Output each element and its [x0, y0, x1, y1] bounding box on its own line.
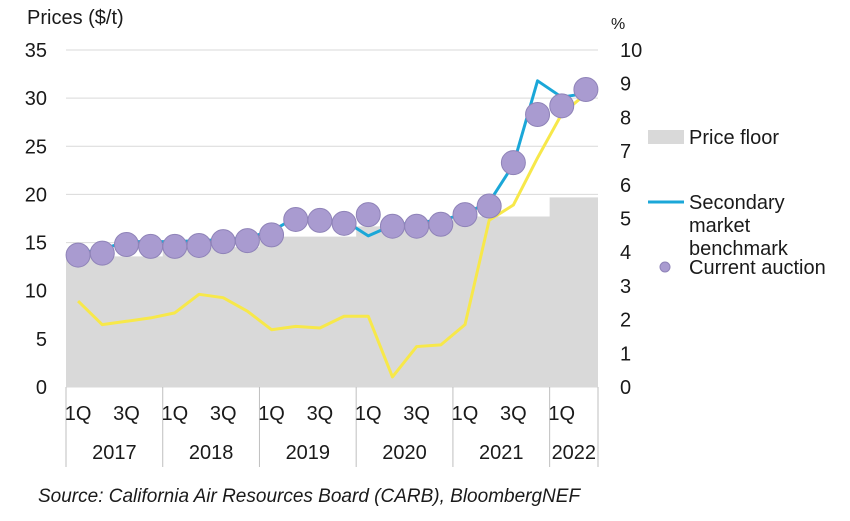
current-auction-points: [65, 76, 599, 268]
y-tick-right: 6: [620, 175, 631, 197]
y-tick-right: 9: [620, 74, 631, 96]
auction-point: [89, 240, 115, 266]
auction-point: [404, 213, 430, 239]
auction-point: [210, 229, 236, 255]
auction-point: [283, 206, 309, 232]
x-tick: 3Q: [210, 403, 237, 425]
x-tick: 1Q: [548, 403, 575, 425]
legend: Price floor Secondary market benchmarkCurre…: [648, 127, 826, 279]
y-tick-right: 3: [620, 276, 631, 298]
x-tick: 1Q: [258, 403, 285, 425]
auction-point: [428, 211, 454, 237]
y-tick-left: 15: [25, 233, 47, 255]
y-tick-left: 25: [25, 136, 47, 158]
x-tick: 1Q: [161, 403, 188, 425]
legend-label-line: market: [689, 215, 751, 237]
y-tick-left: 10: [25, 281, 47, 303]
legend-label-auction: Current auction: [689, 257, 826, 279]
x-year-label: 2018: [189, 442, 234, 464]
y-tick-left: 0: [36, 377, 47, 399]
y-tick-left: 30: [25, 88, 47, 110]
auction-point: [234, 228, 260, 254]
x-year-label: 2021: [479, 442, 524, 464]
x-tick: 3Q: [403, 403, 430, 425]
source-note: Source: California Air Resources Board (…: [38, 486, 581, 507]
y-axis-left-title: Prices ($/t): [27, 7, 124, 29]
x-tick: 1Q: [65, 403, 92, 425]
axes: 0 5 10 15 20 25 30 35 0 1 2 3 4 5 6 7 8 9 10 1Q 3Q 1Q 3Q 1Q 3Q 1Q…: [25, 40, 642, 467]
legend-swatch-auction: [659, 261, 671, 273]
x-tick: 1Q: [355, 403, 382, 425]
auction-point: [186, 232, 212, 258]
y-tick-right: 4: [620, 242, 631, 264]
implied-rate-line: [77, 92, 587, 379]
auction-point: [138, 233, 164, 259]
x-year-label: 2019: [286, 442, 331, 464]
legend-label-secondary: Secondary market benchmark: [689, 192, 789, 260]
x-year-label: 2022: [552, 442, 597, 464]
auction-point: [113, 231, 139, 257]
legend-label-price-floor: Price floor: [689, 127, 779, 149]
implied-rate-series: [77, 92, 587, 379]
y-tick-right: 2: [620, 310, 631, 332]
price-floor-area: [66, 197, 598, 387]
y-tick-right: 10: [620, 40, 642, 62]
x-tick: 3Q: [500, 403, 527, 425]
auction-point: [549, 93, 575, 119]
auction-point: [65, 242, 91, 268]
x-year-label: 2020: [382, 442, 427, 464]
auction-point: [162, 233, 188, 259]
auction-point: [259, 222, 285, 248]
auction-point: [331, 210, 357, 236]
auction-point: [476, 193, 502, 219]
x-tick: 3Q: [307, 403, 334, 425]
y-tick-right: 5: [620, 209, 631, 231]
auction-point: [379, 213, 405, 239]
legend-label-line: benchmark: [689, 238, 789, 260]
y-tick-left: 35: [25, 40, 47, 62]
y-tick-right: 0: [620, 377, 631, 399]
y-axis-right-title: %: [611, 16, 625, 33]
price-floor-area-shape: [66, 197, 598, 387]
auction-point: [355, 202, 381, 228]
y-tick-right: 7: [620, 141, 631, 163]
x-year-label: 2017: [92, 442, 137, 464]
y-tick-right: 8: [620, 107, 631, 129]
auction-point: [525, 102, 551, 128]
auction-point: [500, 150, 526, 176]
legend-swatch-price-floor: [648, 130, 684, 144]
x-tick: 3Q: [113, 403, 140, 425]
x-tick: 1Q: [452, 403, 479, 425]
auction-point: [307, 207, 333, 233]
legend-label-line: Secondary: [689, 192, 785, 214]
y-tick-left: 5: [36, 329, 47, 351]
y-tick-left: 20: [25, 184, 47, 206]
auction-point: [452, 202, 478, 228]
auction-point: [573, 76, 599, 102]
y-tick-right: 1: [620, 343, 631, 365]
